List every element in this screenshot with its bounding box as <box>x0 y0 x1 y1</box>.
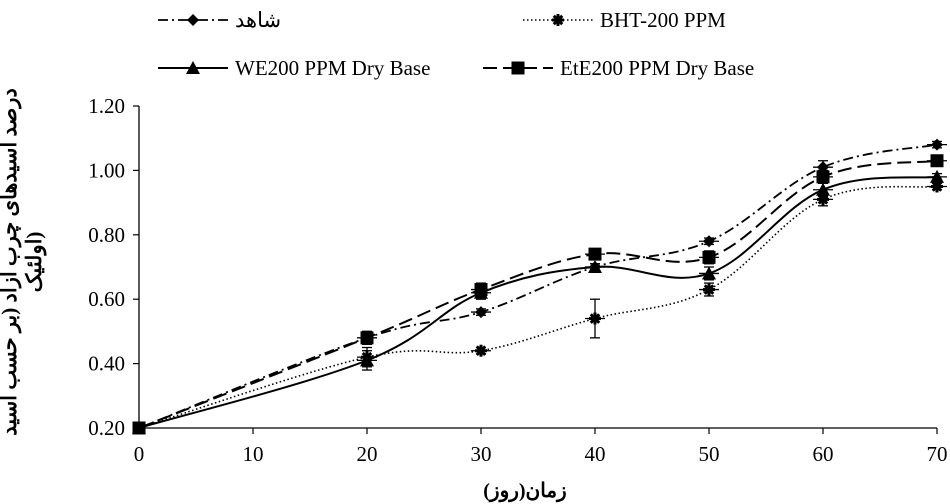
legend-item-2: BHT-200 PPM <box>523 8 726 32</box>
x-tick-label: 30 <box>471 442 492 466</box>
legend-item-3: WE200 PPM Dry Base <box>158 56 430 80</box>
data-point <box>816 170 830 184</box>
legend-label: WE200 PPM Dry Base <box>235 56 430 80</box>
x-tick-label: 20 <box>357 442 378 466</box>
x-tick-label: 10 <box>243 442 264 466</box>
data-point <box>702 250 716 264</box>
series-4 <box>132 154 947 435</box>
legend-label: BHT-200 PPM <box>600 8 726 32</box>
series-line <box>138 185 938 429</box>
series-3 <box>132 169 947 434</box>
data-point <box>474 283 488 297</box>
y-tick-label: 1.00 <box>88 158 125 182</box>
data-point <box>132 421 146 435</box>
y-axis-label: درصد اسیدهای چرب آزاد (بر حسب اسید اولئی… <box>0 88 47 436</box>
data-point <box>702 266 716 280</box>
x-tick-label: 0 <box>134 442 145 466</box>
y-tick-label: 1.20 <box>88 94 125 118</box>
data-point <box>589 312 601 325</box>
data-point <box>816 182 830 196</box>
x-tick-label: 70 <box>927 442 948 466</box>
y-axis-label-line2: اولئیک) <box>22 232 47 293</box>
series-2 <box>133 180 947 434</box>
legend: شاهد BHT-200 PPM WE200 PPM Dry Base EtE200 … <box>158 8 754 80</box>
y-tick-label: 0.20 <box>88 416 125 440</box>
legend-label: شاهد <box>235 8 281 32</box>
legend-marker <box>552 14 564 26</box>
x-tick-label: 40 <box>585 442 606 466</box>
legend-item-4: EtE200 PPM Dry Base <box>483 56 754 80</box>
data-point <box>360 353 374 367</box>
data-point <box>588 260 602 273</box>
series-line <box>138 143 938 429</box>
series-line <box>138 175 938 429</box>
legend-item-1: شاهد <box>158 8 281 32</box>
y-tick-label: 0.60 <box>88 287 125 311</box>
y-tick-label: 0.80 <box>88 223 125 247</box>
y-axis-label-line1: درصد اسیدهای چرب آزاد (بر حسب اسید <box>0 88 22 436</box>
legend-marker <box>186 61 200 74</box>
data-point <box>703 283 715 296</box>
series-layer <box>132 138 947 435</box>
axes: 0.20 0.40 0.60 0.80 1.00 1.20 0 10 20 30 40 50 60 70 <box>88 94 947 466</box>
legend-label: EtE200 PPM Dry Base <box>560 56 754 80</box>
x-tick-label: 50 <box>699 442 720 466</box>
data-point <box>475 344 487 357</box>
x-axis-label: زمان(روز) <box>483 480 566 503</box>
data-point <box>930 169 944 183</box>
x-tick-label: 60 <box>813 442 834 466</box>
data-point <box>703 235 715 248</box>
legend-marker <box>511 61 525 75</box>
data-point <box>930 154 944 168</box>
data-point <box>931 138 943 151</box>
y-tick-label: 0.40 <box>88 352 125 376</box>
data-point <box>360 331 374 345</box>
legend-marker <box>187 14 199 26</box>
data-point <box>588 247 602 261</box>
data-point <box>475 306 487 319</box>
